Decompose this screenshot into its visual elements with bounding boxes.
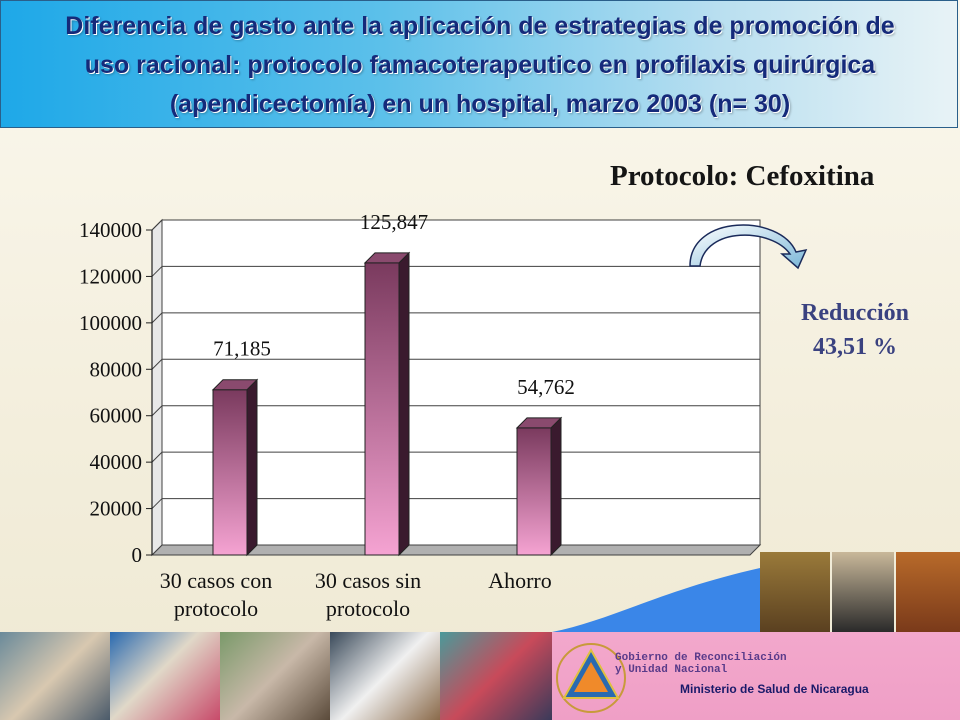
gridline-side	[151, 312, 163, 324]
ministry-name: Ministerio de Salud de Nicaragua	[680, 682, 869, 696]
y-tick-label: 20000	[90, 497, 143, 521]
gridline-side	[151, 219, 163, 231]
bar	[516, 427, 552, 556]
y-tick-label: 140000	[79, 218, 142, 242]
reduction-callout: Reducción 43,51 %	[770, 296, 940, 364]
curved-arrow-icon	[689, 224, 808, 270]
ministry-banner	[552, 632, 960, 720]
bar	[212, 389, 248, 556]
chart-side-wall	[151, 218, 163, 557]
slide-title: Diferencia de gasto ante la aplicación d…	[11, 7, 949, 124]
data-label: 125,847	[360, 210, 428, 234]
title-line-2: uso racional: protocolo famacoterapeutic…	[84, 51, 876, 79]
category-label: protocolo	[174, 596, 258, 621]
protocol-subtitle: Protocolo: Cefoxitina	[610, 160, 875, 192]
gridline-side	[151, 266, 163, 277]
y-tick-label: 60000	[90, 404, 143, 428]
gridline-side	[151, 451, 163, 463]
bar-side	[246, 378, 258, 557]
gridline-side	[151, 405, 163, 417]
category-label: 30 casos con	[160, 568, 272, 593]
category-label: 30 casos sin	[315, 568, 421, 593]
data-label: 54,762	[517, 375, 575, 399]
reduction-label: Reducción	[801, 300, 909, 326]
bar-top	[211, 379, 259, 391]
decorative-wave	[552, 568, 760, 632]
community-photos	[0, 632, 552, 720]
bar-top	[363, 252, 411, 264]
data-label: 71,185	[213, 337, 271, 361]
y-tick-label: 100000	[79, 311, 142, 335]
government-text: Gobierno de Reconciliación y Unidad Naci…	[615, 652, 787, 676]
gridline-side	[151, 358, 163, 370]
portraits-image	[760, 552, 960, 632]
gridline-side	[151, 498, 163, 509]
category-label: Ahorro	[488, 568, 552, 593]
bar-side	[398, 251, 410, 557]
bar-top	[515, 417, 563, 429]
title-line-1: Diferencia de gasto ante la aplicación d…	[65, 12, 895, 40]
y-tick-label: 40000	[90, 450, 143, 474]
y-tick-label: 120000	[79, 264, 142, 288]
y-tick-label: 80000	[90, 357, 143, 381]
nicaragua-emblem-icon	[556, 643, 626, 713]
bar-side	[550, 416, 562, 557]
y-tick-label: 0	[132, 543, 143, 567]
bar	[364, 262, 400, 556]
title-line-3: (apendicectomía) en un hospital, marzo 2…	[169, 90, 791, 118]
title-bar: Diferencia de gasto ante la aplicación d…	[0, 0, 958, 128]
reduction-value: 43,51 %	[813, 334, 897, 360]
plot-area	[161, 219, 761, 546]
category-label: protocolo	[326, 596, 410, 621]
